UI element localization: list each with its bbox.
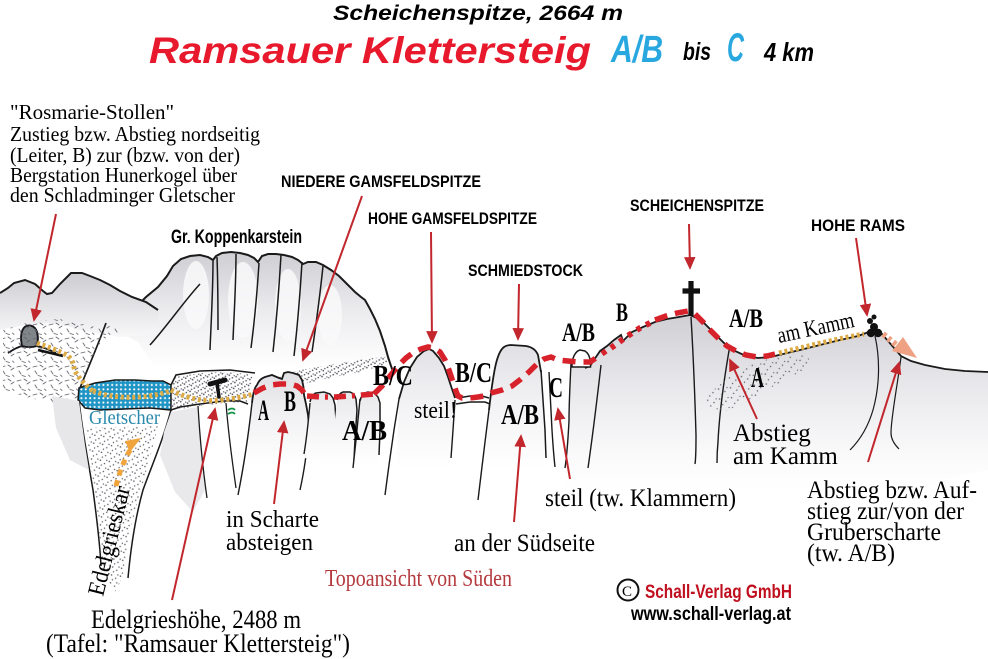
svg-text:in Scharte: in Scharte	[226, 507, 319, 533]
svg-text:Gr. Koppenkarstein: Gr. Koppenkarstein	[171, 227, 302, 248]
svg-text:(Tafel: "Ramsauer Klettersteig: (Tafel: "Ramsauer Klettersteig")	[46, 629, 350, 658]
svg-text:steil (tw. Klammern): steil (tw. Klammern)	[545, 485, 736, 512]
svg-text:A: A	[258, 394, 269, 427]
svg-text:A/B: A/B	[562, 318, 595, 347]
svg-text:Edelgrieskar: Edelgrieskar	[84, 483, 136, 598]
svg-text:B/C: B/C	[455, 358, 492, 389]
svg-text:"Rosmarie-Stollen": "Rosmarie-Stollen"	[10, 100, 174, 124]
svg-text:Abstieg bzw. Auf-: Abstieg bzw. Auf-	[807, 477, 977, 504]
svg-text:(Leiter, B) zur (bzw. von der): (Leiter, B) zur (bzw. von der)	[10, 143, 240, 167]
svg-text:C: C	[549, 373, 563, 404]
svg-text:A: A	[751, 363, 764, 394]
svg-text:www.schall-verlag.at: www.schall-verlag.at	[630, 604, 791, 625]
svg-text:A/B: A/B	[729, 304, 763, 333]
svg-text:Gletscher: Gletscher	[89, 407, 160, 429]
svg-text:am Kamm: am Kamm	[733, 443, 838, 470]
svg-text:(tw. A/B): (tw. A/B)	[807, 540, 895, 567]
svg-text:Schall-Verlag GmbH: Schall-Verlag GmbH	[645, 582, 792, 603]
svg-text:absteigen: absteigen	[226, 530, 313, 556]
svg-text:4 km: 4 km	[763, 37, 814, 67]
svg-text:A/B: A/B	[501, 400, 539, 431]
svg-text:SCHMIEDSTOCK: SCHMIEDSTOCK	[468, 261, 584, 280]
svg-text:stieg zur/von der: stieg zur/von der	[807, 498, 965, 525]
svg-text:HOHE RAMS: HOHE RAMS	[811, 216, 905, 235]
svg-text:Bergstation Hunerkogel über: Bergstation Hunerkogel über	[10, 163, 237, 187]
svg-text:B: B	[284, 385, 296, 418]
svg-text:Edelgrieshöhe, 2488 m: Edelgrieshöhe, 2488 m	[91, 605, 301, 634]
svg-text:C: C	[727, 26, 745, 70]
svg-text:C: C	[622, 584, 632, 600]
svg-text:Topoansicht von Süden: Topoansicht von Süden	[325, 566, 512, 592]
svg-text:Abstieg: Abstieg	[733, 420, 811, 447]
svg-text:A/B: A/B	[610, 29, 663, 71]
svg-text:den Schladminger Gletscher: den Schladminger Gletscher	[10, 183, 235, 207]
svg-text:Scheichenspitze, 2664 m: Scheichenspitze, 2664 m	[333, 2, 623, 25]
svg-text:Ramsauer Klettersteig: Ramsauer Klettersteig	[149, 30, 591, 71]
svg-text:NIEDERE GAMSFELDSPITZE: NIEDERE GAMSFELDSPITZE	[281, 172, 481, 191]
svg-text:steil!: steil!	[414, 398, 457, 424]
svg-text:an der Südseite: an der Südseite	[454, 530, 595, 557]
svg-text:SCHEICHENSPITZE: SCHEICHENSPITZE	[630, 196, 764, 215]
svg-text:B: B	[616, 298, 628, 327]
svg-text:HOHE GAMSFELDSPITZE: HOHE GAMSFELDSPITZE	[368, 209, 537, 228]
svg-text:B/C: B/C	[373, 361, 413, 392]
svg-text:Zustieg bzw. Abstieg nordseiti: Zustieg bzw. Abstieg nordseitig	[10, 122, 260, 146]
svg-text:Gruberscharte: Gruberscharte	[807, 519, 941, 546]
svg-text:bis: bis	[683, 38, 711, 66]
svg-text:A/B: A/B	[342, 416, 387, 447]
